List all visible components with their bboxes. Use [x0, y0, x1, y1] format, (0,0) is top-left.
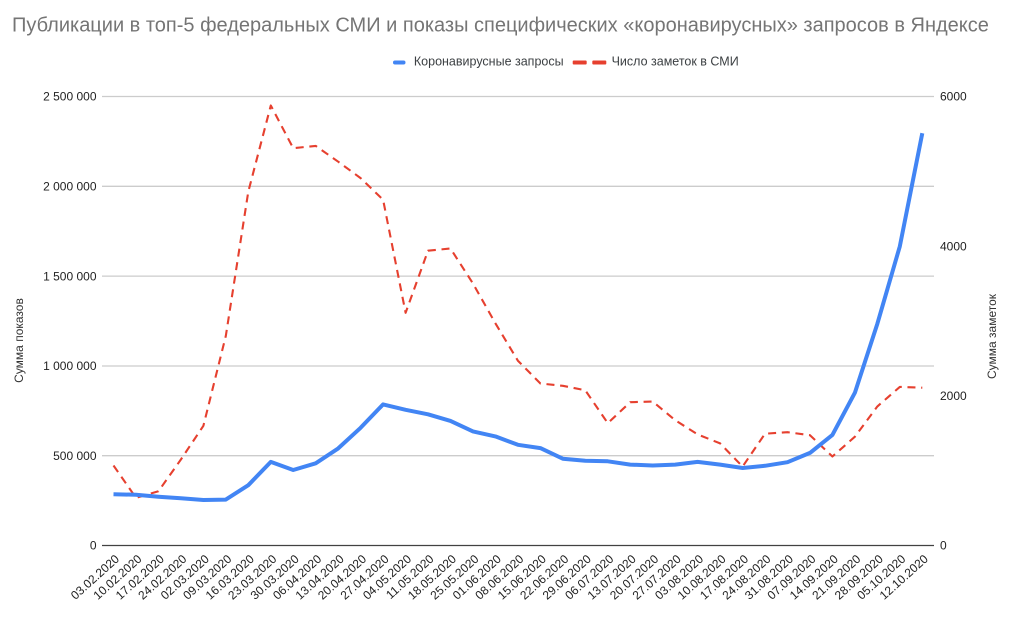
svg-text:4000: 4000 — [940, 239, 967, 253]
svg-text:2 000 000: 2 000 000 — [43, 180, 97, 194]
svg-text:2 500 000: 2 500 000 — [43, 90, 97, 104]
svg-text:1 000 000: 1 000 000 — [43, 359, 97, 373]
svg-text:0: 0 — [90, 539, 97, 553]
svg-text:6000: 6000 — [940, 90, 967, 104]
svg-text:Сумма показов: Сумма показов — [12, 298, 26, 383]
svg-text:Публикации в топ-5 федеральных: Публикации в топ-5 федеральных СМИ и пок… — [12, 14, 989, 36]
svg-text:2000: 2000 — [940, 389, 967, 403]
svg-text:Коронавирусные запросы: Коронавирусные запросы — [414, 55, 564, 69]
svg-text:500 000: 500 000 — [53, 449, 97, 463]
svg-text:Число заметок в СМИ: Число заметок в СМИ — [612, 55, 739, 69]
svg-text:1 500 000: 1 500 000 — [43, 269, 97, 283]
svg-text:0: 0 — [940, 539, 947, 553]
svg-text:Сумма заметок: Сумма заметок — [985, 293, 999, 379]
